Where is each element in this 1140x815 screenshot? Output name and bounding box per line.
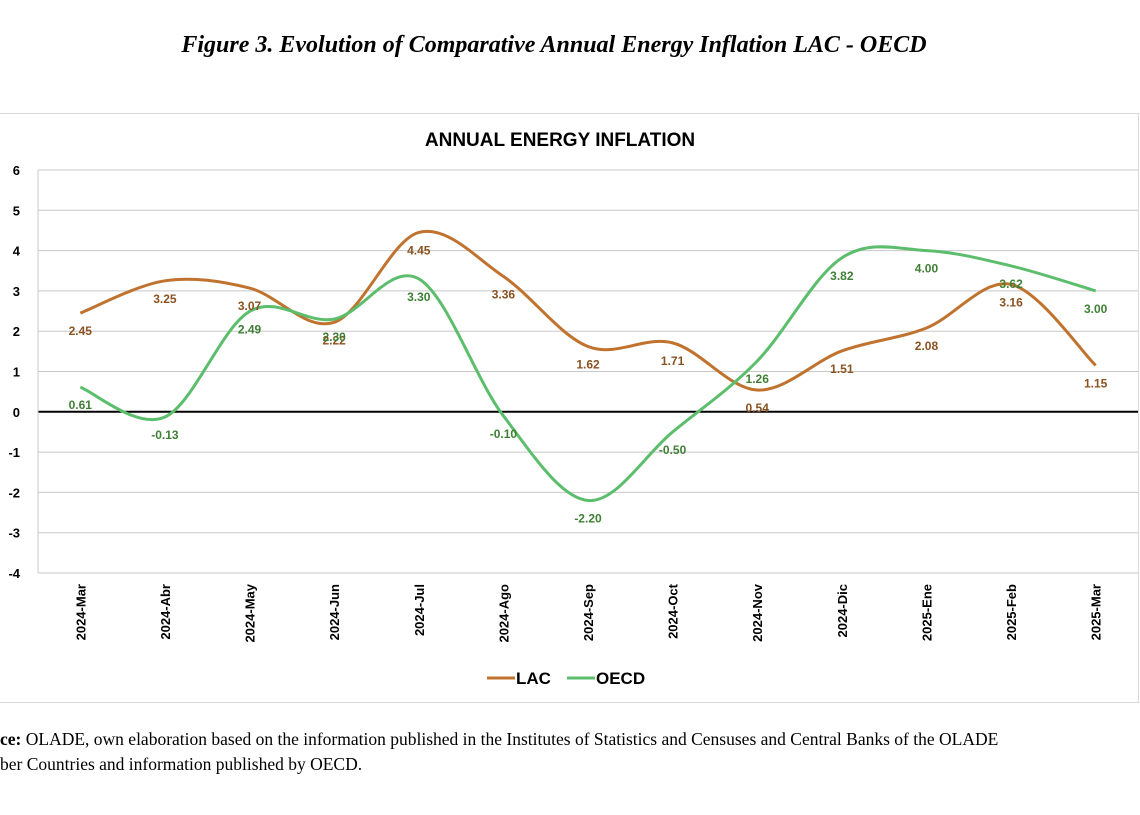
data-label-oecd: -0.50	[659, 443, 687, 457]
data-label-lac: 1.71	[661, 354, 685, 368]
data-label-lac: 0.54	[746, 401, 770, 415]
data-label-oecd: 2.30	[322, 330, 346, 344]
legend-label-lac: LAC	[516, 669, 551, 688]
x-tick-label: 2024-Abr	[158, 584, 173, 640]
x-tick-label: 2025-Mar	[1089, 584, 1104, 640]
data-label-oecd: 1.26	[746, 372, 770, 386]
x-tick-label: 2025-Feb	[1004, 584, 1019, 640]
data-label-oecd: 3.00	[1084, 302, 1108, 316]
x-tick-label: 2025-Ene	[919, 584, 934, 641]
y-axis: -4 -3 -2 -1 0 1 2 3 4 5 6	[8, 163, 20, 581]
data-label-oecd: 2.49	[238, 322, 262, 336]
data-label-lac: 1.15	[1084, 376, 1108, 390]
x-tick-label: 2024-Sep	[581, 584, 596, 641]
x-tick-label: 2024-Jul	[412, 584, 427, 636]
chart-title: ANNUAL ENERGY INFLATION	[425, 130, 695, 151]
data-label-lac: 2.22	[322, 333, 346, 347]
y-tick-label: 6	[13, 163, 20, 178]
x-axis: 2024-Mar 2024-Abr 2024-May 2024-Jun 2024-Jul…	[73, 583, 1103, 642]
gridlines	[37, 169, 1138, 574]
data-label-lac: 3.36	[492, 287, 516, 301]
series-line-lac	[79, 229, 1097, 392]
x-tick-label: 2024-Oct	[666, 583, 681, 639]
y-tick-label: -2	[8, 485, 20, 500]
data-label-oecd: 4.00	[915, 262, 939, 276]
data-label-oecd: 3.82	[830, 269, 854, 283]
y-tick-label: 3	[13, 284, 20, 299]
line-chart: ANNUAL ENERGY INFLATION -4-3-2-10123456 …	[8, 130, 1138, 688]
data-label-lac: 3.16	[999, 295, 1023, 309]
y-tick-label: 1	[13, 365, 20, 380]
x-tick-label: 2024-Mar	[73, 584, 88, 640]
data-label-oecd: 3.62	[999, 277, 1023, 291]
y-tick-label: 2	[13, 324, 20, 339]
legend-label-oecd: OECD	[596, 669, 645, 688]
data-label-lac: 1.62	[576, 358, 600, 372]
x-tick-label: 2024-Ago	[496, 584, 511, 643]
data-label-oecd: -2.20	[574, 511, 602, 525]
source-line-1: OLADE, own elaboration based on the info…	[25, 729, 999, 749]
x-tick-label: 2024-May	[243, 583, 258, 642]
y-tick-label: 0	[13, 405, 20, 420]
y-tick-label: -4	[8, 566, 20, 581]
data-label-lac: 3.07	[238, 299, 262, 313]
x-tick-label: 2024-Dic	[835, 584, 850, 637]
source-note: ce: OLADE, own elaboration based on the …	[0, 727, 1135, 777]
x-tick-label: 2024-Nov	[750, 583, 765, 642]
source-line-2: ber Countries and information published …	[0, 754, 363, 774]
data-label-lac: 2.08	[915, 339, 939, 353]
chart-area	[0, 113, 1139, 703]
y-tick-label: 5	[13, 203, 20, 218]
y-tick-label: -3	[8, 526, 20, 541]
series-line-oecd	[79, 245, 1097, 502]
y-tick-label: 4	[13, 244, 21, 259]
source-label: ce:	[0, 729, 22, 749]
figure-title: Figure 3. Evolution of Comparative Annua…	[181, 32, 927, 58]
data-label-lac: 4.45	[407, 243, 431, 257]
data-label-oecd: -0.13	[151, 428, 179, 442]
data-label-lac: 1.51	[830, 362, 854, 376]
legend: LAC OECD	[487, 669, 645, 688]
x-tick-label: 2024-Jun	[327, 584, 342, 640]
data-label-oecd: 3.30	[407, 290, 431, 304]
y-tick-label: -1	[8, 445, 20, 460]
data-label-lac: 3.25	[153, 292, 177, 306]
data-label-oecd: -0.10	[490, 427, 518, 441]
series-lines	[79, 229, 1097, 502]
data-labels: 2.45 3.25 3.07 2.22 4.45 3.36 1.62 1.71 0.54 1.51…	[69, 243, 1108, 525]
data-label-lac: 2.45	[69, 324, 93, 338]
data-label-oecd: 0.61	[69, 398, 93, 412]
